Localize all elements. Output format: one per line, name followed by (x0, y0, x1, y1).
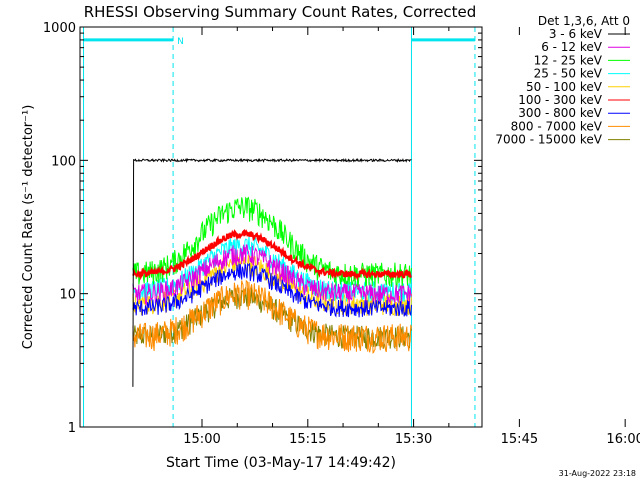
series-line-0 (132, 157, 412, 387)
night-label: N (177, 37, 184, 47)
x-tick-label: 16:00 (606, 432, 640, 447)
legend-header: Det 1,3,6, Att 0 (538, 14, 630, 28)
series-line-1 (132, 244, 412, 307)
series-line-6 (132, 262, 412, 318)
footer-timestamp: 31-Aug-2022 23:18 (559, 469, 636, 478)
chart-title: RHESSI Observing Summary Count Rates, Co… (84, 3, 477, 21)
x-tick-label: 15:15 (289, 432, 326, 447)
plot-area: N (83, 27, 476, 427)
legend-label: 25 - 50 keV (534, 67, 603, 81)
series-line-3 (132, 236, 412, 303)
x-tick-label: 15:30 (395, 432, 432, 447)
legend-label: 100 - 300 keV (518, 93, 602, 107)
y-tick-label: 1000 (43, 21, 76, 36)
y-tick-label: 100 (51, 154, 76, 169)
y-axis-label: Corrected Count Rate (s⁻¹ detector⁻¹) (21, 105, 36, 350)
x-tick-label: 15:00 (183, 432, 220, 447)
legend-label: 12 - 25 keV (534, 53, 603, 67)
series-line-5 (132, 228, 412, 281)
y-axis: 1 10 100 1000 (43, 21, 482, 436)
legend-label: 800 - 7000 keV (511, 119, 603, 133)
legend-label: 3 - 6 keV (549, 27, 603, 41)
legend-label: 50 - 100 keV (526, 80, 603, 94)
y-tick-label: 1 (68, 421, 76, 436)
x-axis-label: Start Time (03-May-17 14:49:42) (166, 455, 396, 471)
legend-label: 6 - 12 keV (541, 40, 603, 54)
series-line-7 (132, 279, 412, 354)
plot-frame (79, 26, 483, 428)
legend-label: 7000 - 15000 keV (495, 133, 602, 147)
x-tick-label: 15:45 (501, 432, 538, 447)
series-line-2 (132, 196, 412, 290)
legend-label: 300 - 800 keV (518, 106, 602, 120)
y-tick-label: 10 (59, 288, 76, 303)
